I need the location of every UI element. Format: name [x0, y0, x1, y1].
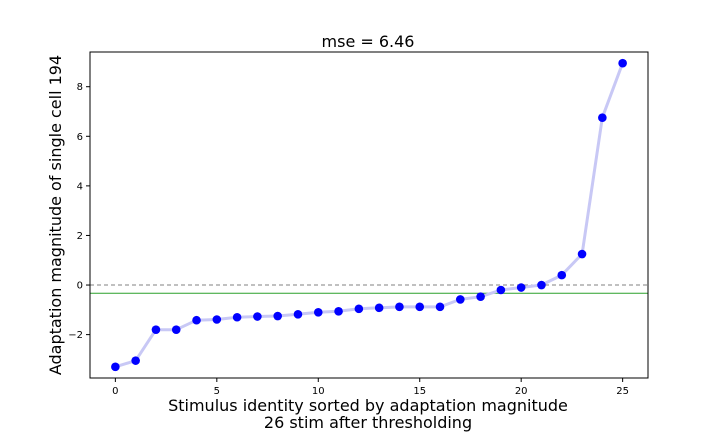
- data-point: [537, 280, 546, 290]
- y-axis-label: Adaptation magnitude of single cell 194: [46, 55, 65, 375]
- x-tick-label: 0: [112, 386, 118, 397]
- data-point: [557, 270, 567, 280]
- x-tick-label: 5: [214, 386, 220, 397]
- x-tick-label: 10: [312, 386, 325, 397]
- data-point: [334, 307, 343, 316]
- data-point: [456, 295, 465, 304]
- data-point: [496, 285, 506, 295]
- y-tick-label: 6: [77, 132, 83, 143]
- data-point: [212, 315, 222, 324]
- data-point: [111, 362, 120, 372]
- x-tick-label: 20: [515, 386, 528, 397]
- x-axis-ticks: 0 5 10 15 20 25: [112, 378, 629, 397]
- data-point: [354, 304, 364, 314]
- data-point: [131, 356, 140, 365]
- data-point: [618, 58, 627, 68]
- data-point: [516, 283, 526, 292]
- reference-lines: [90, 284, 648, 294]
- chart-title: mse = 6.46: [322, 32, 415, 51]
- x-axis-sublabel: 26 stim after thresholding: [264, 413, 472, 432]
- data-point: [151, 325, 161, 334]
- data-point: [476, 292, 485, 301]
- data-point: [395, 302, 404, 312]
- y-tick-label: 2: [77, 231, 83, 242]
- series-line-group: [114, 62, 625, 369]
- y-tick-label: 0: [77, 281, 83, 292]
- x-tick-label: 15: [413, 386, 426, 397]
- data-point: [253, 312, 262, 321]
- data-point: [374, 303, 384, 313]
- x-axis-label: Stimulus identity sorted by adaptation m…: [168, 396, 568, 415]
- data-point: [577, 249, 587, 259]
- data-point: [435, 302, 445, 312]
- data-point: [415, 302, 425, 312]
- data-points: [111, 58, 627, 372]
- x-tick-label: 25: [616, 386, 629, 397]
- y-tick-label: 8: [77, 82, 83, 93]
- series-line: [114, 62, 625, 369]
- y-tick-label: −2: [68, 330, 83, 341]
- plot-frame: [89, 51, 649, 379]
- data-point: [313, 308, 323, 317]
- y-axis-ticks: −2 0 2 4 6 8: [68, 82, 90, 341]
- data-point: [232, 312, 242, 322]
- data-point: [192, 315, 201, 325]
- data-point: [293, 309, 303, 319]
- data-point: [171, 325, 181, 334]
- data-point: [598, 113, 607, 122]
- y-tick-label: 4: [77, 181, 83, 192]
- data-point: [273, 311, 282, 321]
